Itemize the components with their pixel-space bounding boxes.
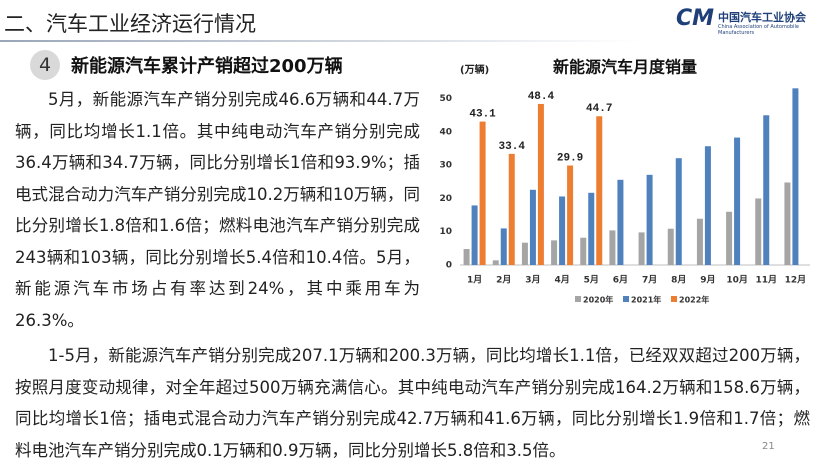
- x-tick-label: 1月: [467, 275, 482, 286]
- logo-name: 中国汽车工业协会: [718, 11, 806, 24]
- section-badge: 4: [30, 50, 60, 80]
- bar: [675, 158, 682, 265]
- bar: [580, 237, 587, 265]
- bar: [792, 88, 799, 266]
- data-label: 44.7: [586, 103, 612, 115]
- y-tick-label: 0: [446, 261, 452, 271]
- bar: [755, 198, 762, 265]
- slide-title: 二、汽车工业经济运行情况: [4, 12, 256, 36]
- bar: [463, 249, 470, 265]
- x-tick-label: 8月: [671, 275, 686, 286]
- paragraph: 1-5月，新能源汽车产销分别完成207.1万辆和200.3万辆，同比均增长1.1…: [15, 346, 810, 460]
- logo-mark: CM: [676, 6, 715, 31]
- x-tick-label: 10月: [726, 275, 748, 286]
- bar: [704, 146, 711, 265]
- bar: [696, 218, 703, 265]
- x-tick-label: 3月: [525, 275, 540, 286]
- y-tick-label: 10: [439, 227, 452, 237]
- data-label: 43.1: [469, 109, 496, 121]
- legend-label: 2022年: [679, 295, 709, 305]
- x-tick-label: 12月: [785, 275, 807, 286]
- data-label: 48.4: [528, 91, 555, 103]
- bar: [609, 230, 616, 265]
- bar: [734, 137, 741, 265]
- bar: [551, 240, 558, 265]
- bar: [567, 165, 574, 265]
- bar: [667, 228, 674, 265]
- bar: [471, 205, 478, 265]
- y-tick-label: 50: [439, 94, 452, 104]
- y-tick-label: 30: [439, 161, 452, 171]
- x-tick-label: 9月: [700, 275, 715, 286]
- legend-swatch: [671, 296, 677, 302]
- y-tick-label: 40: [439, 127, 452, 137]
- x-tick-label: 2月: [496, 275, 511, 286]
- y-axis-label: (万辆): [460, 63, 489, 76]
- bar: [500, 228, 507, 265]
- bar: [617, 179, 624, 265]
- x-tick-label: 4月: [554, 275, 569, 286]
- legend-label: 2020年: [583, 295, 613, 305]
- x-tick-label: 7月: [642, 275, 657, 286]
- bar: [529, 189, 536, 265]
- bar: [537, 103, 544, 266]
- legend-label: 2021年: [631, 295, 661, 305]
- page-number: 21: [762, 441, 775, 452]
- y-tick-label: 20: [439, 194, 452, 204]
- section-title: 新能源汽车累计产销超过200万辆: [71, 56, 343, 77]
- legend-swatch: [623, 296, 629, 302]
- bar: [763, 115, 770, 265]
- x-tick-label: 5月: [584, 275, 599, 286]
- bar: [521, 242, 528, 265]
- bar: [492, 260, 499, 265]
- legend-swatch: [575, 296, 581, 302]
- chart-title: 新能源汽车月度销量: [553, 58, 697, 77]
- bar: [726, 211, 733, 265]
- bar: [508, 153, 515, 265]
- logo-english: China Association of Automobile Manufact…: [718, 24, 799, 36]
- bar: [588, 192, 595, 265]
- bar: [479, 121, 486, 265]
- title-rule: [0, 40, 640, 42]
- paragraph: 5月，新能源汽车产销分别完成46.6万辆和44.7万辆，同比均增长1.1倍。其中…: [15, 90, 420, 330]
- bar: [559, 196, 566, 265]
- bar: [646, 174, 653, 265]
- bar: [784, 182, 791, 265]
- x-tick-label: 11月: [755, 275, 777, 286]
- data-label: 33.4: [499, 141, 526, 153]
- x-tick-label: 6月: [613, 275, 628, 286]
- data-label: 29.9: [557, 152, 583, 164]
- bar: [596, 116, 603, 266]
- bar: [638, 232, 645, 265]
